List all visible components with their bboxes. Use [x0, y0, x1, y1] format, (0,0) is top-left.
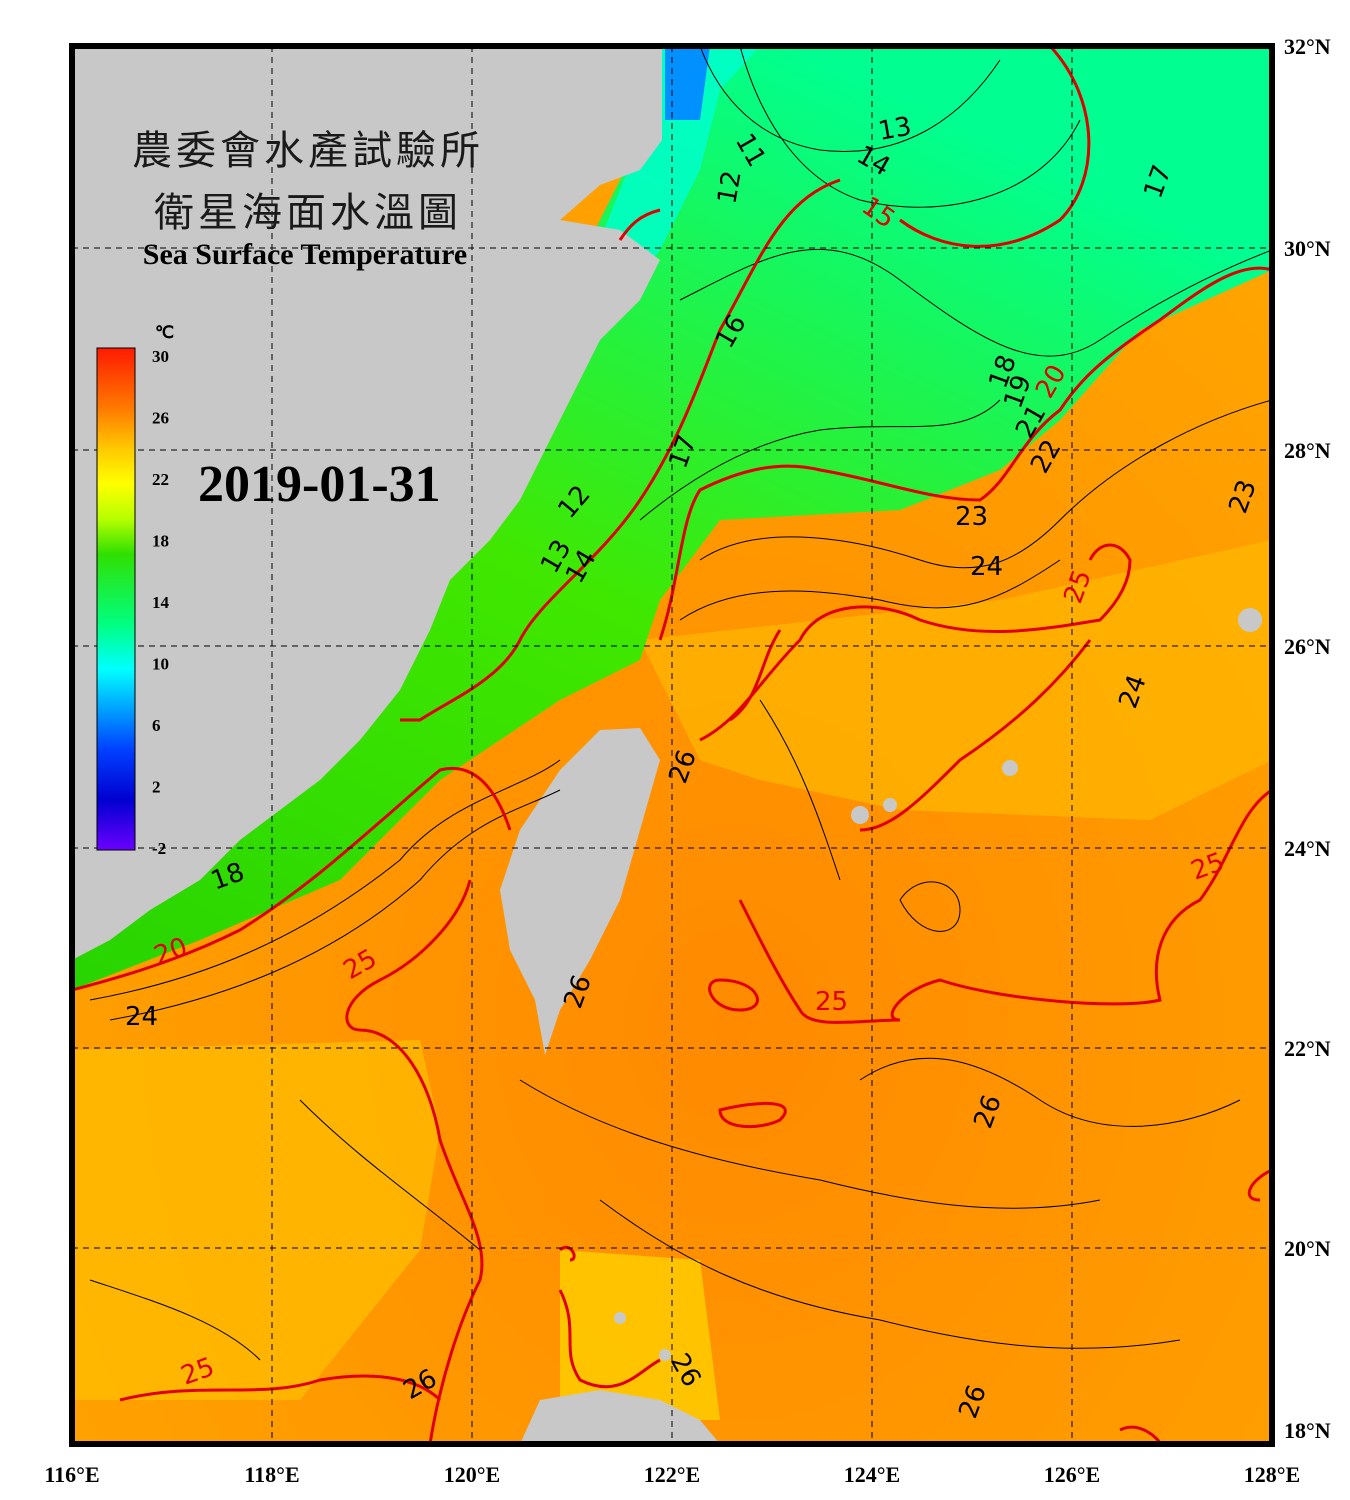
cold-water-band [72, 46, 1272, 990]
map-date: 2019-01-31 [198, 456, 441, 513]
latitude-label: 18°N [1284, 1418, 1331, 1443]
taiwan-land [500, 728, 660, 1055]
latitude-label: 32°N [1284, 34, 1331, 59]
colorbar-ticks: 30 26 22 18 14 10 6 2 -2 [152, 347, 170, 858]
latitude-label: 22°N [1284, 1036, 1331, 1061]
colorbar-tick: 14 [152, 593, 170, 612]
longitude-label: 118°E [244, 1462, 299, 1487]
title-english: Sea Surface Temperature [142, 238, 468, 271]
colorbar-unit: ℃ [155, 323, 174, 342]
map-frame [69, 43, 1275, 1447]
colorbar-tick: 30 [152, 347, 169, 366]
contour-label: 24 [125, 1002, 158, 1032]
island [1002, 760, 1018, 776]
isotherms-red [72, 46, 1272, 1444]
colorbar [96, 347, 136, 851]
yellow-sea-east [640, 540, 1272, 820]
colorbar-tick: 22 [152, 470, 169, 489]
longitude-label: 120°E [444, 1462, 500, 1487]
longitude-label: 128°E [1244, 1462, 1300, 1487]
island [851, 806, 869, 824]
contour-label: 25 [815, 987, 848, 1017]
latitude-label: 28°N [1284, 438, 1331, 463]
luzon-land [520, 1390, 720, 1444]
colorbar-tick: 10 [152, 655, 169, 674]
colorbar-tick: 2 [152, 778, 161, 797]
title-line1: 農委會水產試驗所 [132, 128, 484, 174]
latitude-labels: 32°N 30°N 28°N 26°N 24°N 22°N 20°N 18°N [1284, 34, 1331, 1443]
colorbar-tick: 26 [152, 409, 169, 428]
graticule [72, 46, 1272, 1444]
contour-label: 23 [955, 502, 988, 532]
longitude-labels: 116°E 118°E 120°E 122°E 124°E 126°E 128°E [44, 1462, 1300, 1487]
longitude-label: 116°E [44, 1462, 99, 1487]
island [883, 798, 897, 812]
contour-label: 12 [712, 168, 747, 206]
longitude-label: 122°E [644, 1462, 700, 1487]
colorbar-tick: -2 [152, 839, 166, 858]
longitude-label: 124°E [844, 1462, 900, 1487]
title-line2: 衛星海面水溫圖 [154, 190, 462, 236]
longitude-label: 126°E [1044, 1462, 1100, 1487]
mainland-land [72, 46, 662, 960]
contour-label: 13 [876, 112, 914, 147]
yellow-sea-south [560, 1250, 720, 1420]
latitude-label: 30°N [1284, 236, 1331, 261]
coastal-cold-water [665, 46, 710, 120]
colorbar-tick: 6 [152, 716, 161, 735]
island [1238, 608, 1262, 632]
latitude-label: 24°N [1284, 836, 1331, 861]
island [659, 1349, 671, 1361]
island [614, 1312, 626, 1324]
latitude-label: 20°N [1284, 1236, 1331, 1261]
yellow-sea-west [72, 1040, 440, 1400]
contour-label: 24 [970, 552, 1003, 582]
latitude-label: 26°N [1284, 634, 1331, 659]
isotherms-black [89, 46, 1272, 1361]
colorbar-tick: 18 [152, 532, 169, 551]
